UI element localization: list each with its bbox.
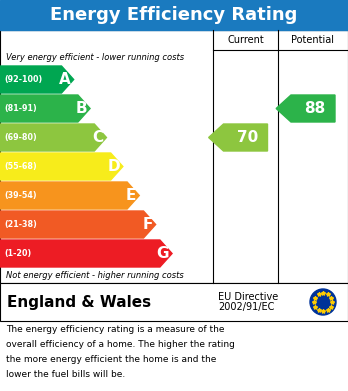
Bar — [0, 283, 348, 321]
Polygon shape — [276, 95, 335, 122]
Text: C: C — [92, 130, 103, 145]
Bar — [0, 0, 348, 30]
Text: Potential: Potential — [292, 35, 334, 45]
Text: (1-20): (1-20) — [4, 249, 31, 258]
Circle shape — [310, 289, 336, 315]
Text: The energy efficiency rating is a measure of the: The energy efficiency rating is a measur… — [6, 325, 224, 334]
Text: D: D — [107, 159, 120, 174]
Text: (55-68): (55-68) — [4, 162, 37, 171]
Polygon shape — [0, 153, 123, 180]
Text: B: B — [76, 101, 87, 116]
Text: (92-100): (92-100) — [4, 75, 42, 84]
Polygon shape — [209, 124, 268, 151]
Bar — [0, 30, 348, 283]
Text: A: A — [59, 72, 71, 87]
Text: (39-54): (39-54) — [4, 191, 37, 200]
Text: 88: 88 — [304, 101, 326, 116]
Polygon shape — [0, 124, 106, 151]
Text: (21-38): (21-38) — [4, 220, 37, 229]
Polygon shape — [0, 66, 74, 93]
Polygon shape — [0, 182, 139, 209]
Text: EU Directive: EU Directive — [218, 292, 278, 302]
Text: Not energy efficient - higher running costs: Not energy efficient - higher running co… — [6, 271, 184, 280]
Text: (69-80): (69-80) — [4, 133, 37, 142]
Text: the more energy efficient the home is and the: the more energy efficient the home is an… — [6, 355, 216, 364]
Polygon shape — [0, 95, 90, 122]
Text: 70: 70 — [237, 130, 258, 145]
Text: overall efficiency of a home. The higher the rating: overall efficiency of a home. The higher… — [6, 340, 235, 349]
Text: England & Wales: England & Wales — [7, 294, 151, 310]
Text: 2002/91/EC: 2002/91/EC — [218, 302, 274, 312]
Text: E: E — [126, 188, 136, 203]
Text: G: G — [157, 246, 169, 261]
Text: lower the fuel bills will be.: lower the fuel bills will be. — [6, 370, 125, 379]
Text: Very energy efficient - lower running costs: Very energy efficient - lower running co… — [6, 53, 184, 62]
Text: Current: Current — [227, 35, 264, 45]
Polygon shape — [0, 240, 172, 267]
Text: (81-91): (81-91) — [4, 104, 37, 113]
Text: Energy Efficiency Rating: Energy Efficiency Rating — [50, 6, 298, 24]
Polygon shape — [0, 211, 156, 238]
Text: F: F — [142, 217, 153, 232]
